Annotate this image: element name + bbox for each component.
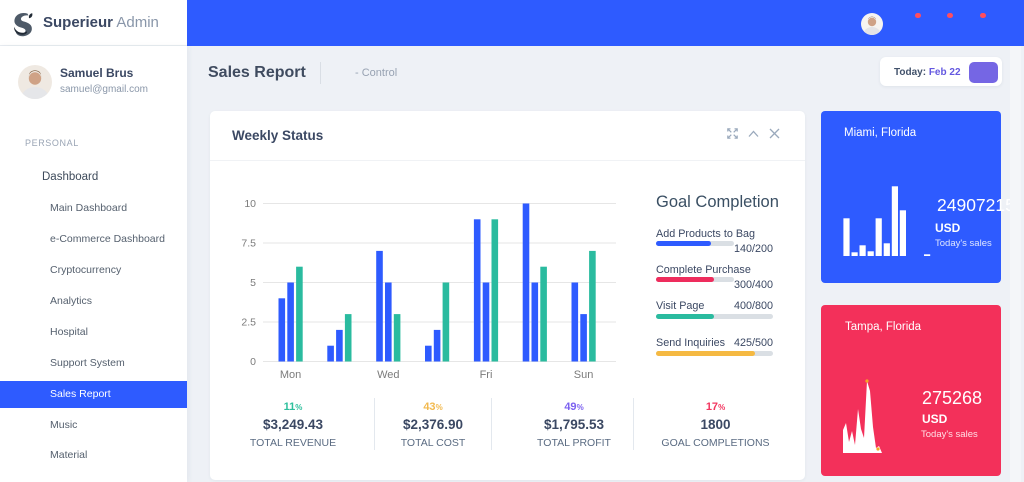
svg-text:Wed: Wed <box>377 369 399 381</box>
svg-text:5: 5 <box>250 277 256 289</box>
svg-text:0: 0 <box>250 356 256 368</box>
svg-text:2.5: 2.5 <box>241 317 256 329</box>
svg-text:Sun: Sun <box>574 369 594 381</box>
svg-text:Mon: Mon <box>280 369 301 381</box>
svg-text:Fri: Fri <box>480 369 493 381</box>
svg-text:7.5: 7.5 <box>241 238 256 250</box>
svg-text:10: 10 <box>244 198 256 210</box>
